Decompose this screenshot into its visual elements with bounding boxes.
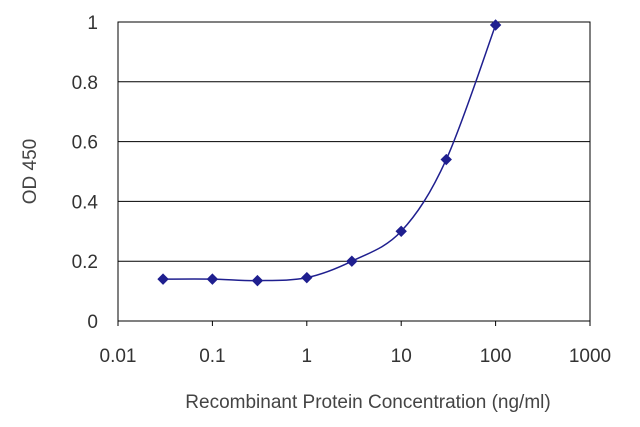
grid-lines xyxy=(118,81,590,262)
data-point xyxy=(157,273,169,285)
data-point xyxy=(301,271,313,284)
x-tick-label: 10 xyxy=(391,346,412,367)
data-point xyxy=(440,153,452,166)
y-tick-label: 0.8 xyxy=(72,73,98,94)
data-point xyxy=(346,255,358,267)
y-tick-label: 0.2 xyxy=(72,252,98,273)
plot-frame xyxy=(117,21,591,322)
x-tick-label: 0.1 xyxy=(199,346,225,367)
data-point xyxy=(489,19,502,31)
data-point xyxy=(251,274,264,287)
data-point xyxy=(395,225,407,238)
x-axis-title: Recombinant Protein Concentration (ng/ml… xyxy=(185,392,550,413)
x-axis-tick-labels: 0.01 0.1 1 10 100 1000 xyxy=(100,346,612,367)
x-tick-label: 0.01 xyxy=(100,346,137,367)
x-tick-label: 1000 xyxy=(569,346,611,367)
y-tick-label: 0 xyxy=(87,312,98,333)
y-axis-tick-labels: 0 0.2 0.4 0.6 0.8 1 xyxy=(72,13,99,333)
y-axis-title: OD 450 xyxy=(20,139,41,204)
data-points xyxy=(157,19,502,287)
y-tick-label: 1 xyxy=(87,13,98,34)
y-tick-label: 0.6 xyxy=(72,133,98,154)
series-line xyxy=(163,24,497,282)
y-tick-label: 0.4 xyxy=(72,192,99,213)
x-axis-tick-marks xyxy=(117,321,591,326)
x-tick-label: 1 xyxy=(302,346,313,367)
data-point xyxy=(206,273,219,285)
x-tick-label: 100 xyxy=(480,346,512,367)
